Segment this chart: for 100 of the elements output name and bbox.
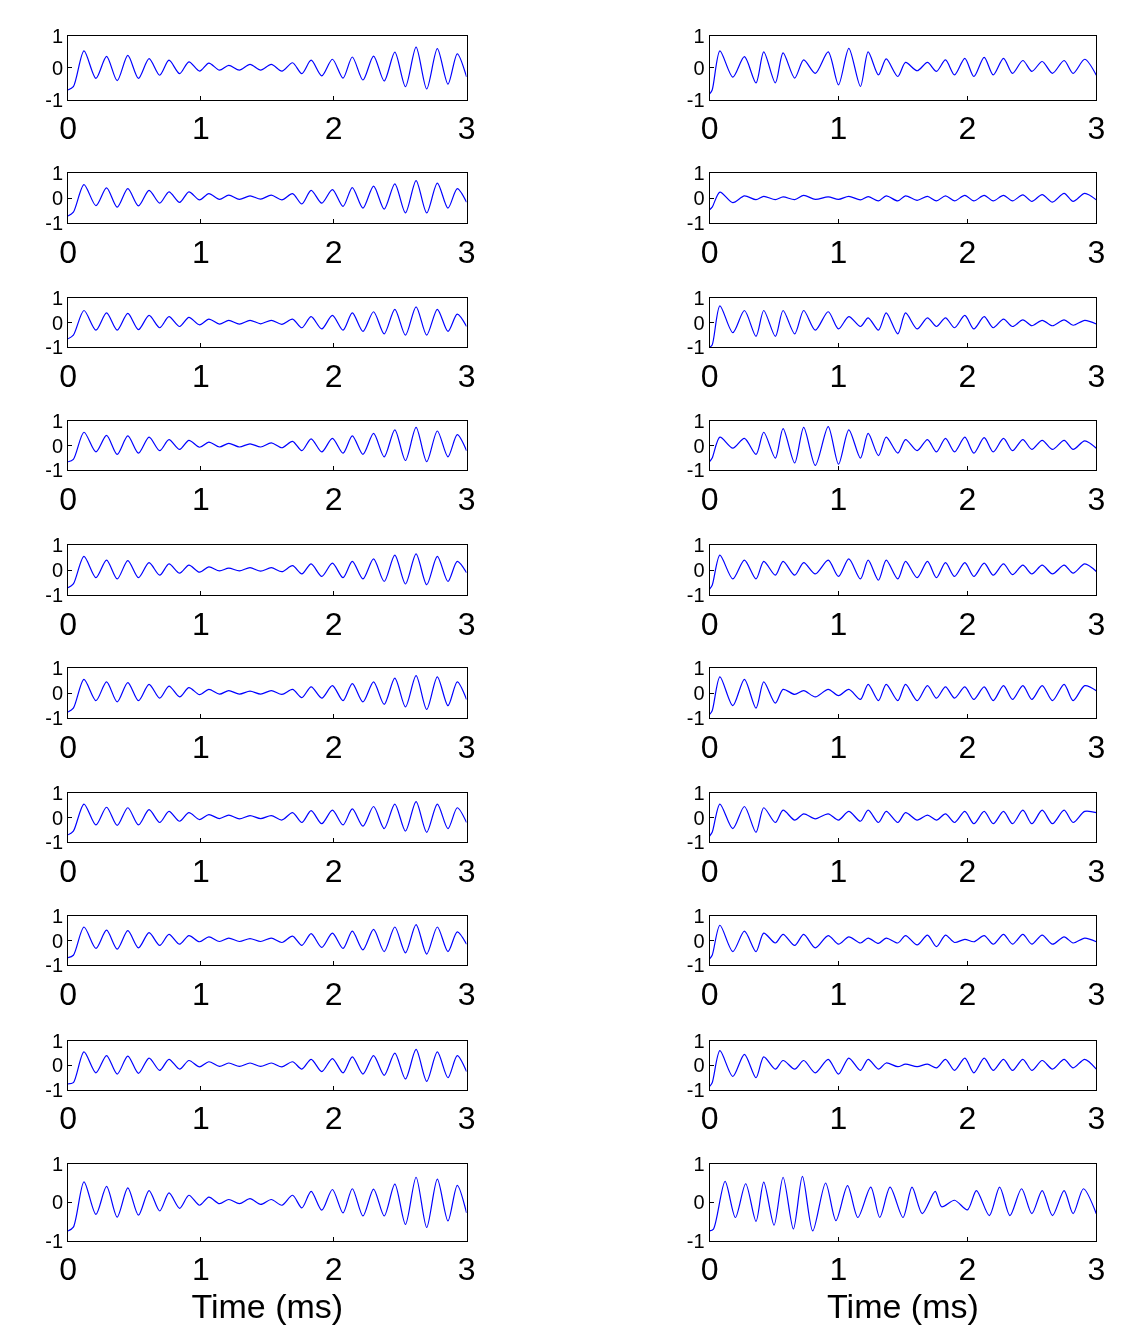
y-tick-label: 0 [693, 682, 705, 705]
y-tick-label: 0 [51, 1191, 64, 1214]
y-tick-label: 0 [693, 1191, 705, 1214]
line-series [709, 305, 1097, 348]
y-tick-label: 1 [51, 534, 64, 557]
y-tick-label: -1 [686, 459, 705, 482]
x-tick-label: 1 [829, 975, 848, 1012]
y-tick-label: 0 [693, 806, 705, 829]
y-tick-label: 1 [51, 287, 64, 310]
line-series [709, 554, 1097, 590]
line-series [68, 426, 467, 463]
x-tick-label: 2 [324, 728, 343, 765]
x-tick-label: 3 [457, 1100, 476, 1137]
y-tick-label: -1 [686, 954, 705, 977]
y-tick-label: -1 [45, 707, 64, 730]
x-tick-label: 1 [191, 1100, 210, 1137]
x-tick-label: 2 [958, 357, 977, 394]
y-tick-label: 0 [693, 434, 705, 457]
x-tick-label: 1 [191, 852, 210, 889]
y-tick-label: 0 [51, 682, 64, 705]
x-tick-label: 1 [191, 605, 210, 642]
y-tick-label: 1 [693, 1152, 705, 1175]
line-series [68, 1048, 467, 1085]
x-tick-label: 2 [958, 109, 977, 146]
y-tick-label: -1 [45, 212, 64, 235]
y-tick-label: 0 [51, 434, 64, 457]
line-series [709, 676, 1097, 716]
x-tick-label: 1 [829, 605, 848, 642]
y-tick-label: 1 [693, 534, 705, 557]
x-tick-label: 3 [457, 109, 476, 146]
y-tick-label: -1 [45, 88, 64, 111]
x-tick-label: 1 [191, 109, 210, 146]
y-tick-label: -1 [45, 954, 64, 977]
x-tick-label: 1 [191, 480, 210, 517]
y-tick-label: -1 [686, 707, 705, 730]
y-tick-label: 0 [51, 311, 64, 334]
y-tick-label: -1 [686, 336, 705, 359]
y-tick-label: -1 [686, 584, 705, 607]
line-series [709, 47, 1097, 95]
x-tick-label: 3 [457, 605, 476, 642]
x-tick-label: 2 [958, 480, 977, 517]
x-tick-label: 1 [191, 975, 210, 1012]
y-tick-label: 1 [693, 24, 705, 47]
line-series [709, 1175, 1097, 1232]
y-tick-label: 0 [51, 806, 64, 829]
y-tick-label: 0 [51, 1054, 64, 1077]
y-tick-label: 0 [51, 559, 64, 582]
x-tick-label: 2 [324, 1250, 343, 1287]
line-series [68, 306, 467, 340]
x-axis-title: Time (ms) [191, 1286, 344, 1325]
x-tick-label: 3 [1087, 852, 1106, 889]
y-tick-label: -1 [45, 584, 64, 607]
y-tick-label: 0 [51, 56, 64, 79]
y-tick-label: 1 [693, 781, 705, 804]
x-tick-label: 3 [457, 728, 476, 765]
y-tick-label: 1 [51, 1029, 64, 1052]
y-tick-label: 1 [51, 657, 64, 680]
y-tick-label: -1 [686, 1229, 705, 1252]
line-series [68, 553, 467, 589]
x-tick-label: 3 [1087, 480, 1106, 517]
x-tick-label: 2 [324, 852, 343, 889]
y-tick-label: 0 [693, 559, 705, 582]
x-tick-label: 1 [829, 852, 848, 889]
y-tick-label: 1 [693, 410, 705, 433]
y-tick-label: -1 [686, 831, 705, 854]
y-tick-label: 1 [693, 162, 705, 185]
x-tick-label: 3 [1087, 233, 1106, 270]
y-tick-label: 1 [51, 1152, 64, 1175]
y-tick-label: 1 [693, 904, 705, 927]
line-series [68, 179, 467, 217]
x-tick-label: 2 [324, 233, 343, 270]
x-tick-label: 2 [324, 975, 343, 1012]
x-tick-label: 1 [191, 728, 210, 765]
x-tick-label: 2 [958, 605, 977, 642]
x-tick-label: 3 [1087, 357, 1106, 394]
x-tick-label: 3 [457, 1250, 476, 1287]
y-tick-label: -1 [45, 459, 64, 482]
y-tick-label: 1 [51, 24, 64, 47]
y-tick-label: 1 [51, 781, 64, 804]
x-tick-label: 2 [324, 109, 343, 146]
y-tick-label: -1 [45, 336, 64, 359]
x-tick-label: 3 [457, 233, 476, 270]
y-tick-label: -1 [686, 88, 705, 111]
x-axis-title: Time (ms) [827, 1286, 979, 1325]
x-tick-label: 1 [829, 1100, 848, 1137]
y-tick-label: 1 [693, 1029, 705, 1052]
x-tick-label: 2 [958, 1100, 977, 1137]
x-tick-label: 2 [958, 1250, 977, 1287]
x-tick-label: 1 [829, 109, 848, 146]
y-tick-label: -1 [45, 1229, 64, 1252]
line-series [709, 425, 1097, 467]
x-tick-label: 3 [1087, 975, 1106, 1012]
y-tick-label: 0 [693, 56, 705, 79]
y-tick-label: -1 [45, 831, 64, 854]
x-tick-label: 2 [958, 852, 977, 889]
y-tick-label: 0 [693, 311, 705, 334]
y-tick-label: 1 [51, 162, 64, 185]
line-series [68, 674, 467, 713]
y-tick-label: 1 [51, 904, 64, 927]
x-tick-label: 1 [829, 480, 848, 517]
